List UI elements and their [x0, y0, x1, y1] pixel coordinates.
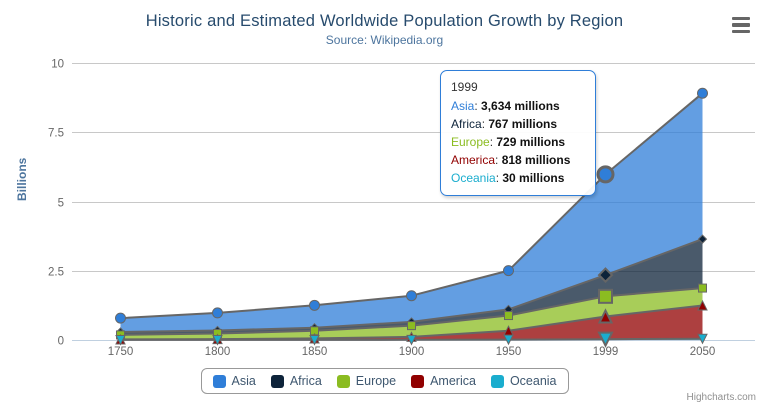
credits-link[interactable]: Highcharts.com — [686, 392, 756, 403]
marker-oceania-1850[interactable] — [309, 334, 320, 346]
hamburger-menu-icon — [732, 17, 750, 21]
chart-subtitle: Source: Wikipedia.org — [325, 33, 444, 47]
legend-label: Asia — [231, 374, 256, 388]
marker-asia-1800[interactable] — [212, 307, 223, 319]
legend-swatch — [212, 374, 226, 388]
marker-oceania-1900[interactable] — [406, 334, 417, 346]
marker-oceania-1950[interactable] — [503, 334, 514, 346]
x-axis-label: 1999 — [593, 346, 619, 358]
x-axis-label: 1850 — [302, 346, 328, 358]
area-asia[interactable] — [120, 93, 703, 332]
hamburger-menu-icon — [732, 29, 750, 33]
marker-asia-1950[interactable] — [503, 265, 514, 277]
marker-oceania-1999[interactable] — [597, 331, 614, 348]
legend-item-america[interactable]: America — [411, 374, 476, 388]
y-axis-label: 7.5 — [48, 128, 64, 140]
y-axis-label: 0 — [58, 336, 64, 348]
area-africa[interactable] — [120, 239, 703, 335]
legend-item-europe[interactable]: Europe — [336, 374, 397, 388]
marker-asia-2050[interactable] — [697, 87, 708, 99]
marker-asia-1999[interactable] — [596, 165, 615, 184]
x-axis-label: 1900 — [399, 346, 425, 358]
marker-america-1999[interactable] — [597, 308, 614, 324]
legend-item-africa[interactable]: Africa — [270, 374, 322, 388]
marker-europe-1950[interactable] — [504, 311, 513, 321]
marker-africa-1999[interactable] — [597, 267, 614, 283]
legend-item-oceania[interactable]: Oceania — [490, 374, 557, 388]
export-menu-button[interactable] — [732, 16, 750, 34]
legend-label: Africa — [289, 374, 322, 388]
legend: Asia Africa Europe America Oceania — [200, 368, 569, 394]
y-axis-label: 10 — [51, 59, 64, 71]
legend-label: Oceania — [509, 374, 557, 388]
y-axis-label: 2.5 — [48, 267, 64, 279]
x-axis-label: 2050 — [690, 346, 716, 358]
legend-swatch — [336, 374, 350, 388]
legend-label: Europe — [355, 374, 397, 388]
legend-swatch — [411, 374, 425, 388]
marker-asia-1900[interactable] — [406, 290, 417, 302]
legend-swatch — [270, 374, 284, 388]
marker-asia-1750[interactable] — [115, 312, 126, 324]
marker-africa-2050[interactable] — [697, 234, 708, 244]
chart-title: Historic and Estimated Worldwide Populat… — [145, 12, 624, 30]
area-america[interactable] — [120, 305, 703, 340]
x-axis-label: 1950 — [496, 346, 522, 358]
legend-swatch — [490, 374, 504, 388]
x-axis-label: 1750 — [108, 346, 134, 358]
marker-oceania-1800[interactable] — [212, 334, 223, 346]
marker-europe-1900[interactable] — [407, 321, 416, 331]
y-axis-label: 5 — [58, 198, 64, 210]
marker-america-2050[interactable] — [697, 299, 708, 311]
marker-oceania-2050[interactable] — [697, 333, 708, 345]
x-axis-label: 1800 — [205, 346, 231, 358]
legend-label: America — [430, 374, 476, 388]
hamburger-menu-icon — [732, 23, 750, 27]
marker-asia-1850[interactable] — [309, 299, 320, 311]
marker-oceania-1750[interactable] — [115, 334, 126, 346]
marker-europe-1999[interactable] — [598, 288, 613, 304]
marker-europe-2050[interactable] — [698, 283, 707, 293]
legend-item-asia[interactable]: Asia — [212, 374, 256, 388]
